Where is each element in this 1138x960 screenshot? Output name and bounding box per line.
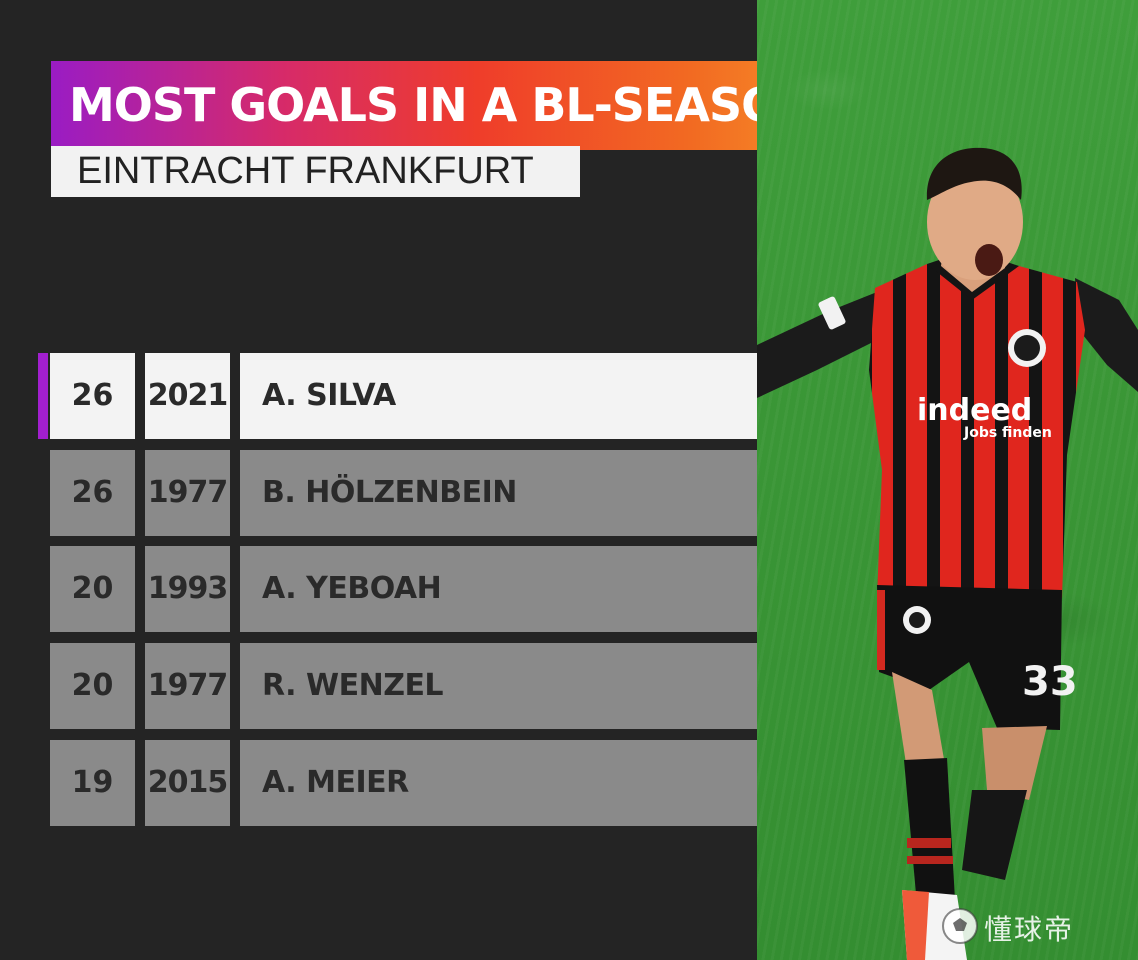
player-photo: indeed Jobs finden 33 (757, 0, 1138, 960)
table-row-5: 19 2015 A. MEIER (38, 740, 757, 826)
season-cell: 1977 (145, 450, 230, 536)
subtitle-banner: EINTRACHT FRANKFURT (51, 146, 580, 197)
table-row-1: 26 2021 A. SILVA (38, 353, 757, 439)
season-cell: 1977 (145, 643, 230, 729)
subtitle: EINTRACHT FRANKFURT (77, 150, 534, 192)
sponsor-tagline: Jobs finden (963, 425, 1052, 441)
season-cell: 2021 (145, 353, 230, 439)
season-cell: 1993 (145, 546, 230, 632)
player-illustration: indeed Jobs finden 33 (757, 147, 1138, 960)
highlight-accent-bar (38, 353, 48, 439)
table-row-3: 20 1993 A. YEBOAH (38, 546, 757, 632)
table-row-2: 26 1977 B. HÖLZENBEIN (38, 450, 757, 536)
player-name-cell: A. YEBOAH (240, 546, 757, 632)
soccer-ball-icon (942, 908, 978, 944)
title: MOST GOALS IN A BL-SEASON (69, 78, 818, 132)
goals-cell: 20 (50, 643, 135, 729)
player-name-cell: A. SILVA (240, 353, 757, 439)
shirt-number: 33 (1022, 659, 1078, 705)
player-name-cell: A. MEIER (240, 740, 757, 826)
player-name-cell: B. HÖLZENBEIN (240, 450, 757, 536)
season-cell: 2015 (145, 740, 230, 826)
watermark-text: 懂球帝 (984, 913, 1075, 946)
goals-cell: 19 (50, 740, 135, 826)
sponsor-logo: indeed (917, 393, 1032, 428)
watermark: 懂球帝 (940, 906, 1120, 946)
goals-cell: 20 (50, 546, 135, 632)
goals-cell: 26 (50, 450, 135, 536)
player-name-cell: R. WENZEL (240, 643, 757, 729)
goals-cell: 26 (50, 353, 135, 439)
table-row-4: 20 1977 R. WENZEL (38, 643, 757, 729)
title-banner: MOST GOALS IN A BL-SEASON (51, 61, 871, 150)
